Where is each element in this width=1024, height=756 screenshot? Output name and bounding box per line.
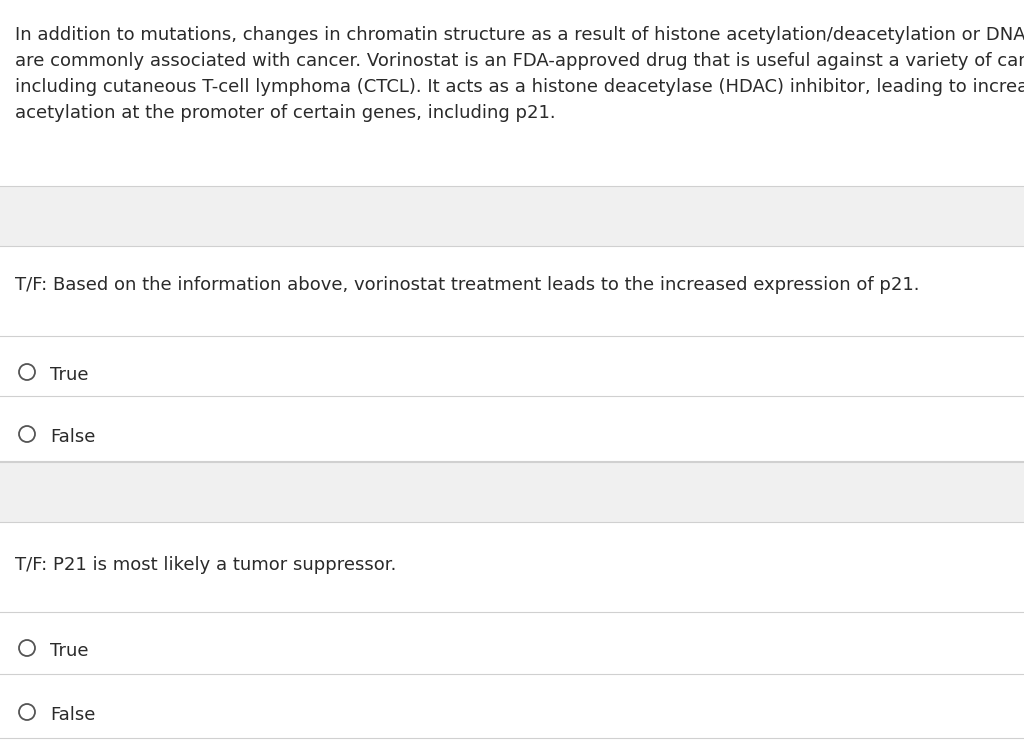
Text: False: False — [50, 428, 95, 446]
FancyBboxPatch shape — [0, 186, 1024, 246]
Text: including cutaneous T-cell lymphoma (CTCL). It acts as a histone deacetylase (HD: including cutaneous T-cell lymphoma (CTC… — [15, 78, 1024, 96]
Text: In addition to mutations, changes in chromatin structure as a result of histone : In addition to mutations, changes in chr… — [15, 26, 1024, 44]
Text: False: False — [50, 706, 95, 724]
Text: T/F: Based on the information above, vorinostat treatment leads to the increased: T/F: Based on the information above, vor… — [15, 276, 920, 294]
Text: True: True — [50, 642, 88, 660]
FancyBboxPatch shape — [0, 462, 1024, 522]
Text: True: True — [50, 366, 88, 384]
Text: acetylation at the promoter of certain genes, including p21.: acetylation at the promoter of certain g… — [15, 104, 556, 122]
Text: T/F: P21 is most likely a tumor suppressor.: T/F: P21 is most likely a tumor suppress… — [15, 556, 396, 574]
Text: are commonly associated with cancer. Vorinostat is an FDA-approved drug that is : are commonly associated with cancer. Vor… — [15, 52, 1024, 70]
